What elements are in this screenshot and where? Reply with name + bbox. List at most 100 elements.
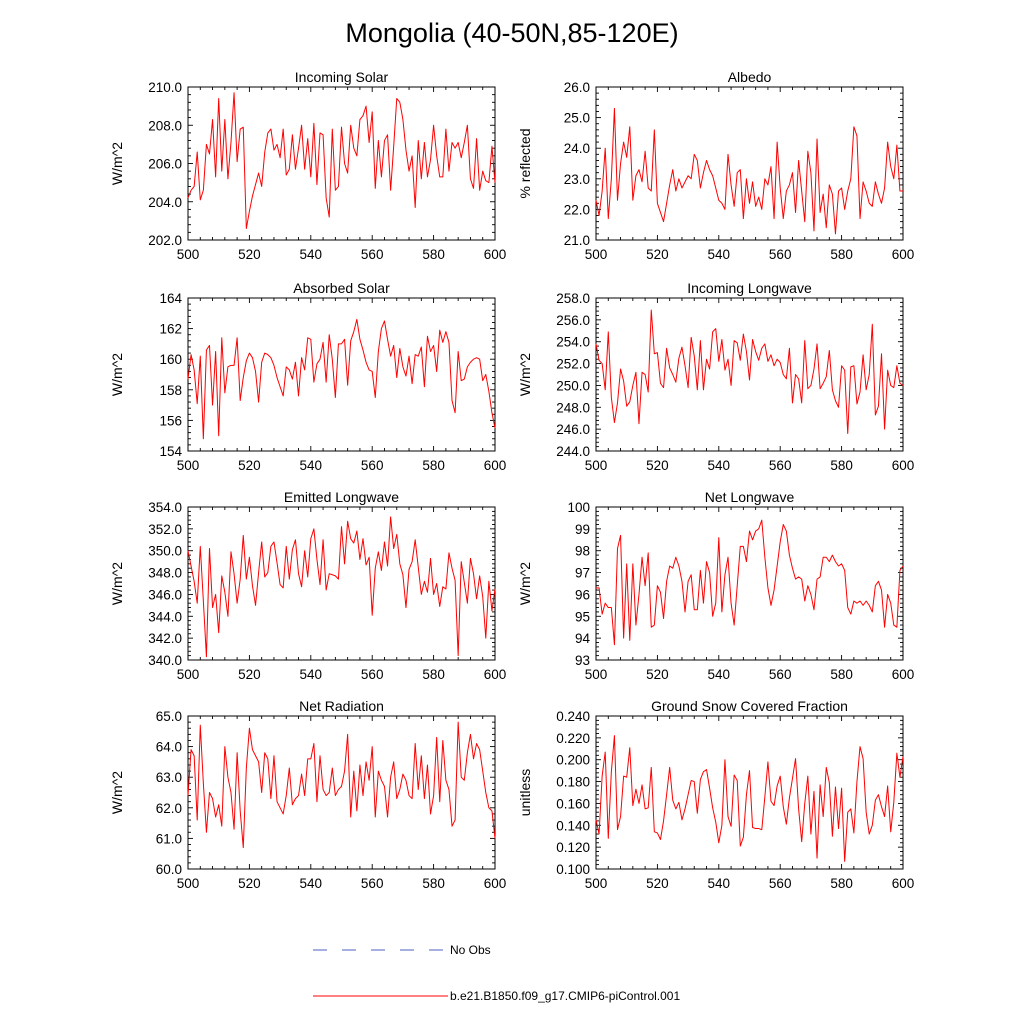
y-tick-label: 162 <box>159 322 182 337</box>
panel-net-radiation: Net Radiation 500 520 540 560 580 600 60.0 61.0 6… <box>109 698 506 891</box>
y-tick-label: 256.0 <box>556 313 590 328</box>
series-line-ground-snow-covered-fraction <box>595 735 904 862</box>
panel-net-longwave: Net Longwave 500 520 540 560 580 600 93 94 95 96 97… <box>517 489 914 682</box>
x-tick-label: 520 <box>238 458 261 473</box>
panel-title: Absorbed Solar <box>293 280 390 296</box>
y-tick-label: 21.0 <box>564 233 590 248</box>
y-axis-label: % reflected <box>517 128 533 198</box>
panel-title: Emitted Longwave <box>284 489 399 505</box>
x-tick-label: 600 <box>892 247 915 262</box>
y-tick-label: 246.0 <box>556 422 590 437</box>
y-tick-label: 340.0 <box>148 653 182 668</box>
plot-frame <box>187 506 496 661</box>
x-tick-label: 560 <box>361 247 384 262</box>
y-tick-label: 258.0 <box>556 291 590 306</box>
x-tick-label: 580 <box>422 667 445 682</box>
y-tick-label: 25.0 <box>564 111 590 126</box>
panel-incoming-solar: Incoming Solar 500 520 540 560 580 600 202.0 204… <box>109 69 506 262</box>
plot-frame <box>187 297 496 452</box>
x-tick-label: 580 <box>422 876 445 891</box>
y-axis-label: W/m^2 <box>109 771 125 814</box>
y-tick-label: 94 <box>575 631 591 646</box>
y-tick-label: 208.0 <box>148 118 182 133</box>
y-tick-label: 0.120 <box>556 840 590 855</box>
x-tick-label: 560 <box>361 876 384 891</box>
x-tick-label: 580 <box>830 458 853 473</box>
x-tick-label: 540 <box>708 667 731 682</box>
x-tick-label: 540 <box>708 247 731 262</box>
x-tick-label: 560 <box>361 667 384 682</box>
y-tick-label: 250.0 <box>556 378 590 393</box>
y-tick-label: 342.0 <box>148 631 182 646</box>
y-tick-label: 156 <box>159 413 182 428</box>
y-tick-label: 63.0 <box>156 770 182 785</box>
x-tick-label: 540 <box>300 876 323 891</box>
x-tick-label: 580 <box>422 247 445 262</box>
x-tick-label: 500 <box>585 247 608 262</box>
y-tick-label: 252.0 <box>556 357 590 372</box>
y-tick-label: 0.240 <box>556 709 590 724</box>
x-tick-label: 600 <box>484 458 507 473</box>
plot-frame <box>595 86 904 241</box>
x-tick-label: 600 <box>484 247 507 262</box>
y-tick-label: 61.0 <box>156 831 182 846</box>
x-tick-label: 560 <box>769 876 792 891</box>
y-tick-label: 60.0 <box>156 862 182 877</box>
y-tick-label: 97 <box>575 566 590 581</box>
y-tick-label: 0.160 <box>556 796 590 811</box>
series-line-absorbed-solar <box>187 318 496 440</box>
y-tick-label: 0.220 <box>556 731 590 746</box>
x-tick-label: 520 <box>646 876 669 891</box>
x-tick-label: 580 <box>830 667 853 682</box>
y-axis-label: W/m^2 <box>517 353 533 396</box>
y-tick-label: 0.140 <box>556 818 590 833</box>
x-tick-label: 500 <box>585 667 608 682</box>
x-tick-label: 600 <box>892 876 915 891</box>
y-tick-label: 346.0 <box>148 587 182 602</box>
x-tick-label: 600 <box>892 458 915 473</box>
y-tick-label: 0.100 <box>556 862 590 877</box>
plot-frame <box>187 86 496 241</box>
y-tick-label: 206.0 <box>148 157 182 172</box>
y-tick-label: 0.200 <box>556 753 590 768</box>
x-tick-label: 600 <box>892 667 915 682</box>
series-line-net-longwave <box>596 519 904 646</box>
x-tick-label: 580 <box>422 458 445 473</box>
x-tick-label: 580 <box>830 876 853 891</box>
y-axis-label: W/m^2 <box>109 353 125 396</box>
panel-title: Ground Snow Covered Fraction <box>651 698 848 714</box>
y-tick-label: 348.0 <box>148 566 182 581</box>
x-tick-label: 500 <box>585 876 608 891</box>
panel-title: Net Radiation <box>299 698 384 714</box>
y-tick-label: 23.0 <box>564 172 590 187</box>
y-axis-label: W/m^2 <box>109 562 125 605</box>
x-tick-label: 520 <box>238 667 261 682</box>
y-tick-label: 344.0 <box>148 609 182 624</box>
panel-incoming-longwave: Incoming Longwave 500 520 540 560 580 600 244.0… <box>517 280 914 473</box>
x-tick-label: 540 <box>708 876 731 891</box>
y-tick-label: 354.0 <box>148 500 182 515</box>
y-tick-label: 254.0 <box>556 335 590 350</box>
x-tick-label: 500 <box>177 247 200 262</box>
y-tick-label: 100 <box>567 500 590 515</box>
y-tick-label: 0.180 <box>556 775 590 790</box>
main-title: Mongolia (40-50N,85-120E) <box>345 18 678 48</box>
legend-label-no-obs: No Obs <box>450 943 491 957</box>
series-line-albedo <box>595 107 903 235</box>
series-line-incoming-longwave <box>595 309 904 435</box>
x-tick-label: 520 <box>646 458 669 473</box>
x-tick-label: 540 <box>300 247 323 262</box>
panel-emitted-longwave: Emitted Longwave 500 520 540 560 580 600 340.0 3… <box>109 489 506 682</box>
y-tick-label: 98 <box>575 544 590 559</box>
y-tick-label: 158 <box>159 383 182 398</box>
x-tick-label: 500 <box>585 458 608 473</box>
y-tick-label: 95 <box>575 609 590 624</box>
panel-title: Net Longwave <box>705 489 795 505</box>
panel-ground-snow-covered-fraction: Ground Snow Covered Fraction 500 520 540 560… <box>517 698 914 891</box>
y-tick-label: 24.0 <box>564 141 590 156</box>
y-tick-label: 99 <box>575 522 590 537</box>
panel-title: Incoming Solar <box>295 69 389 85</box>
x-tick-label: 520 <box>646 667 669 682</box>
y-tick-label: 244.0 <box>556 444 590 459</box>
